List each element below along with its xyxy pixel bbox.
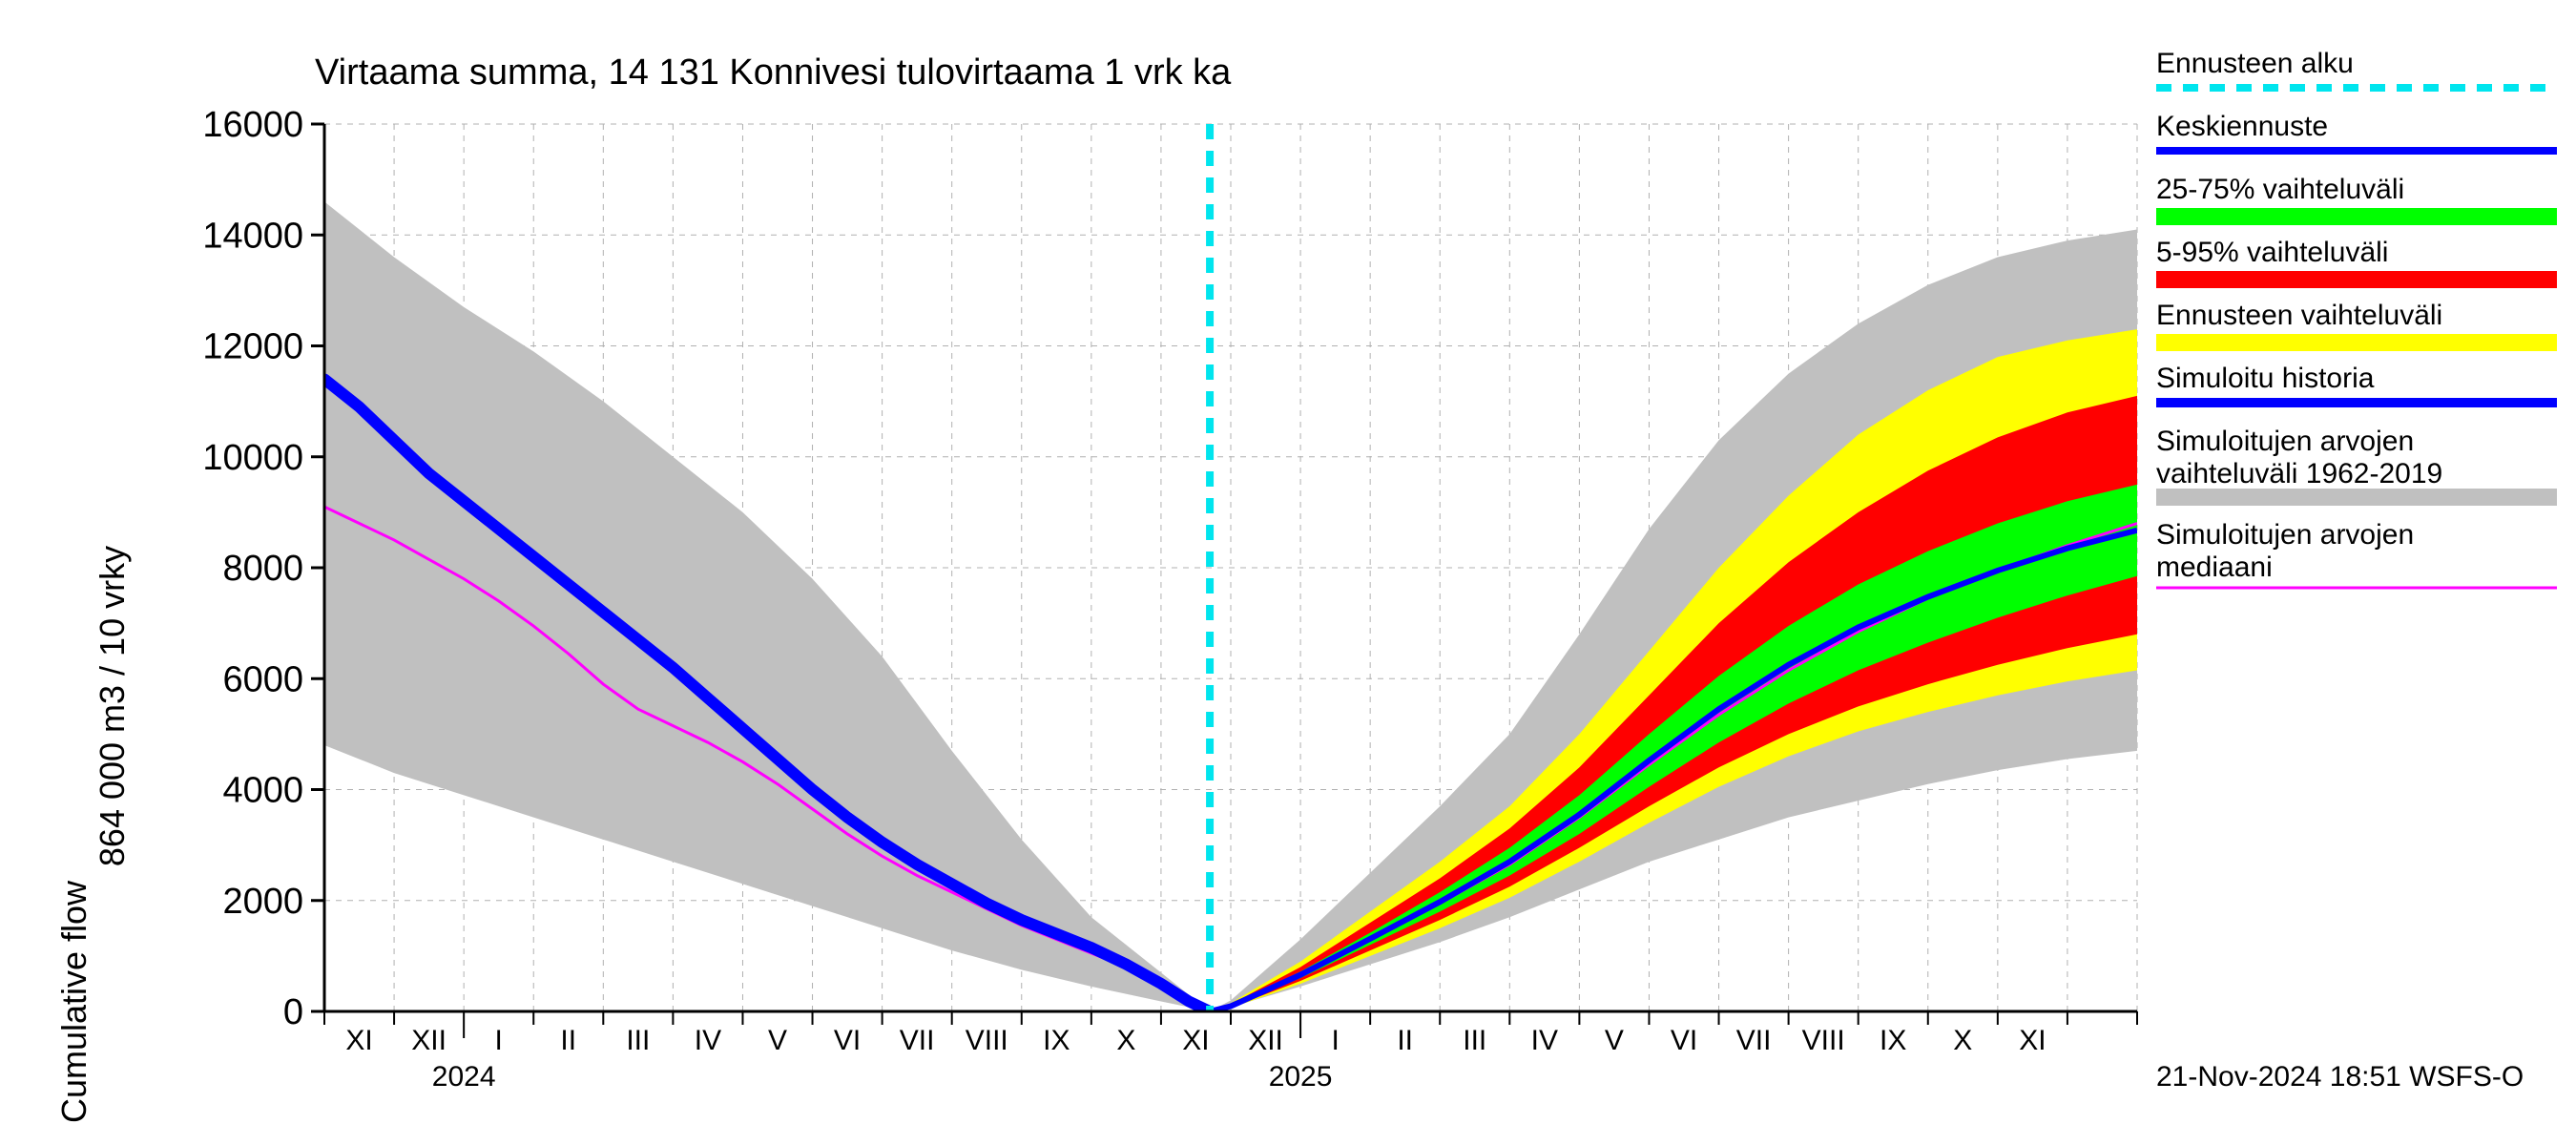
legend-swatch [2156,271,2557,288]
chart-title: Virtaama summa, 14 131 Konnivesi tulovir… [315,52,1232,93]
year-label: 2025 [1269,1061,1333,1093]
xtick-label: XII [411,1025,447,1056]
xtick-label: IX [1043,1025,1070,1056]
xtick-label: VIII [966,1025,1008,1056]
xtick-label: X [1953,1025,1972,1056]
ytick-label: 2000 [222,882,303,922]
footer-timestamp: 21-Nov-2024 18:51 WSFS-O [2156,1061,2524,1093]
legend-label: Ennusteen alku [2156,48,2354,79]
xtick-label: VI [834,1025,861,1056]
ytick-label: 0 [283,992,303,1032]
xtick-label: III [626,1025,650,1056]
legend-swatch [2156,489,2557,506]
xtick-label: II [560,1025,576,1056]
xtick-label: V [1605,1025,1624,1056]
ytick-label: 8000 [222,549,303,589]
xtick-label: XI [1182,1025,1209,1056]
y-axis-label-1: Cumulative flow [54,880,93,1123]
ytick-label: 16000 [202,105,303,145]
ytick-label: 10000 [202,438,303,478]
legend-label: vaihteluväli 1962-2019 [2156,458,2442,489]
xtick-label: II [1397,1025,1413,1056]
ytick-label: 12000 [202,327,303,367]
y-axis-label-2: 864 000 m3 / 10 vrky [93,546,132,866]
ytick-label: 14000 [202,216,303,256]
xtick-label: XI [2019,1025,2046,1056]
xtick-label: VII [900,1025,935,1056]
legend-label: mediaani [2156,552,2273,583]
xtick-label: VIII [1802,1025,1845,1056]
xtick-label: IX [1880,1025,1906,1056]
legend-label: Ennusteen vaihteluväli [2156,300,2442,331]
xtick-label: IV [1531,1025,1558,1056]
legend-swatch [2156,208,2557,225]
xtick-label: I [495,1025,503,1056]
legend-label: 25-75% vaihteluväli [2156,174,2404,205]
xtick-label: VII [1736,1025,1772,1056]
legend-label: Keskiennuste [2156,111,2328,142]
legend-label: Simuloitujen arvojen [2156,519,2414,551]
xtick-label: XII [1248,1025,1283,1056]
xtick-label: I [1331,1025,1339,1056]
legend-label: 5-95% vaihteluväli [2156,237,2388,268]
xtick-label: XI [345,1025,372,1056]
xtick-label: X [1116,1025,1135,1056]
ytick-label: 4000 [222,771,303,811]
xtick-label: IV [695,1025,721,1056]
legend-label: Simuloitu historia [2156,363,2375,394]
year-label: 2024 [432,1061,496,1093]
legend-swatch [2156,334,2557,351]
ytick-label: 6000 [222,659,303,699]
legend-label: Simuloitujen arvojen [2156,426,2414,457]
xtick-label: VI [1671,1025,1697,1056]
xtick-label: V [768,1025,787,1056]
xtick-label: III [1463,1025,1486,1056]
